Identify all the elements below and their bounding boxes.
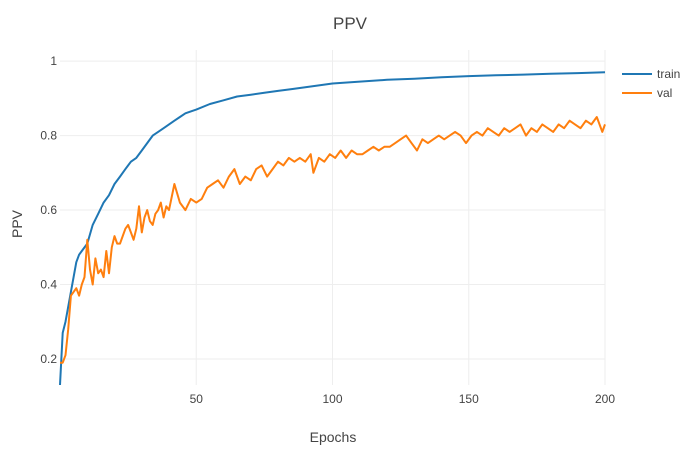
x-tick-label: 50 — [190, 392, 204, 406]
series-line-val — [60, 116, 606, 364]
legend-label-val: val — [657, 86, 672, 100]
series-lines — [59, 71, 606, 386]
y-tick-label: 0.2 — [40, 352, 57, 366]
x-tick-label: 200 — [595, 392, 615, 406]
legend-label-train: train — [657, 67, 680, 81]
x-tick-label: 100 — [322, 392, 342, 406]
y-axis-title: PPV — [9, 209, 25, 238]
series-line-train — [59, 71, 606, 386]
y-tick-label: 0.6 — [40, 203, 57, 217]
y-tick-label: 0.8 — [40, 129, 57, 143]
y-tick-label: 0.4 — [40, 278, 57, 292]
chart-title: PPV — [333, 14, 368, 33]
y-tick-label: 1 — [50, 54, 57, 68]
legend: train val — [622, 67, 680, 100]
grid — [60, 50, 606, 385]
x-axis-title: Epochs — [310, 429, 357, 445]
x-tick-label: 150 — [459, 392, 479, 406]
